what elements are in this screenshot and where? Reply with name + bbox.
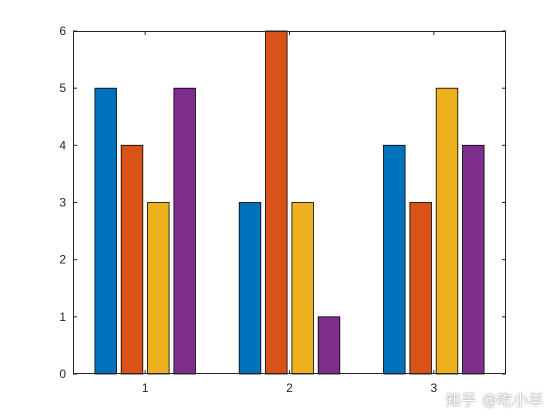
bar-cat1-series1 bbox=[94, 87, 117, 375]
bars-group bbox=[94, 30, 485, 375]
watermark-text: 知乎 @吃小羊 bbox=[445, 391, 544, 409]
plot-area bbox=[73, 31, 506, 374]
bar-cat2-series4 bbox=[317, 316, 341, 375]
bar-cat3-series2 bbox=[409, 202, 432, 375]
bar-cat3-series4 bbox=[462, 144, 485, 375]
x-tick-label: 3 bbox=[430, 381, 437, 395]
y-tick-label: 2 bbox=[59, 253, 66, 267]
bar-cat2-series3 bbox=[291, 202, 314, 375]
bar-cat3-series1 bbox=[383, 144, 406, 375]
bar-cat1-series4 bbox=[173, 87, 196, 375]
y-tick-label: 4 bbox=[59, 138, 66, 152]
y-tick-label: 3 bbox=[59, 196, 66, 210]
y-tick-label: 1 bbox=[59, 310, 66, 324]
y-tick-label: 0 bbox=[59, 367, 66, 381]
x-tick-label: 1 bbox=[142, 381, 149, 395]
y-tick-label: 6 bbox=[59, 24, 66, 38]
bar-cat1-series3 bbox=[147, 202, 170, 375]
bar-cat3-series3 bbox=[435, 87, 459, 375]
bar-cat2-series1 bbox=[238, 202, 262, 375]
y-tick-label: 5 bbox=[59, 81, 66, 95]
bar-cat2-series2 bbox=[265, 30, 288, 375]
x-tick-label: 2 bbox=[286, 381, 293, 395]
plot-frame bbox=[73, 31, 506, 374]
bar-cat1-series2 bbox=[120, 144, 144, 375]
